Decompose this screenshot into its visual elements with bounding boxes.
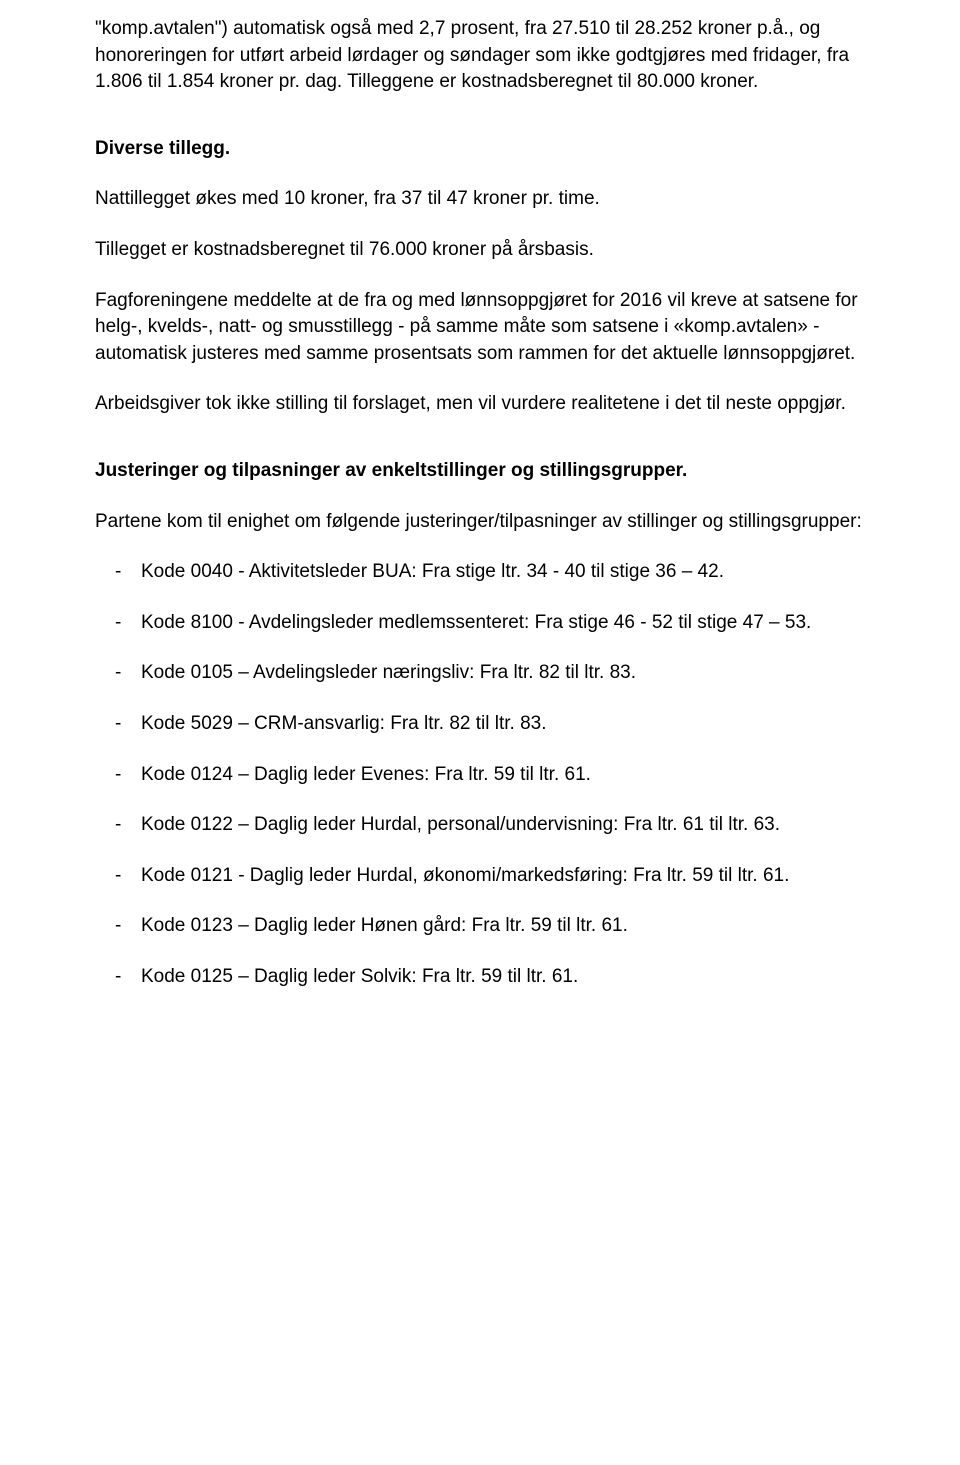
paragraph-arbeidsgiver: Arbeidsgiver tok ikke stilling til forsl…	[95, 391, 880, 418]
list-item: Kode 8100 - Avdelingsleder medlemssenter…	[95, 610, 880, 637]
list-item: Kode 0125 – Daglig leder Solvik: Fra ltr…	[95, 964, 880, 991]
heading-justeringer: Justeringer og tilpasninger av enkeltsti…	[95, 458, 880, 485]
paragraph-nattillegg: Nattillegget økes med 10 kroner, fra 37 …	[95, 186, 880, 213]
list-item: Kode 0121 - Daglig leder Hurdal, økonomi…	[95, 863, 880, 890]
list-item: Kode 0124 – Daglig leder Evenes: Fra ltr…	[95, 762, 880, 789]
list-item: Kode 0040 - Aktivitetsleder BUA: Fra sti…	[95, 559, 880, 586]
paragraph-partene: Partene kom til enighet om følgende just…	[95, 509, 880, 536]
document-page: "komp.avtalen") automatisk også med 2,7 …	[0, 0, 960, 1054]
list-item: Kode 0105 – Avdelingsleder næringsliv: F…	[95, 660, 880, 687]
paragraph-intro: "komp.avtalen") automatisk også med 2,7 …	[95, 16, 880, 96]
list-item: Kode 0123 – Daglig leder Hønen gård: Fra…	[95, 913, 880, 940]
list-kode: Kode 0040 - Aktivitetsleder BUA: Fra sti…	[95, 559, 880, 990]
paragraph-tillegget: Tillegget er kostnadsberegnet til 76.000…	[95, 237, 880, 264]
heading-diverse-tillegg: Diverse tillegg.	[95, 136, 880, 163]
paragraph-fagforeningene: Fagforeningene meddelte at de fra og med…	[95, 288, 880, 368]
list-item: Kode 0122 – Daglig leder Hurdal, persona…	[95, 812, 880, 839]
list-item: Kode 5029 – CRM-ansvarlig: Fra ltr. 82 t…	[95, 711, 880, 738]
